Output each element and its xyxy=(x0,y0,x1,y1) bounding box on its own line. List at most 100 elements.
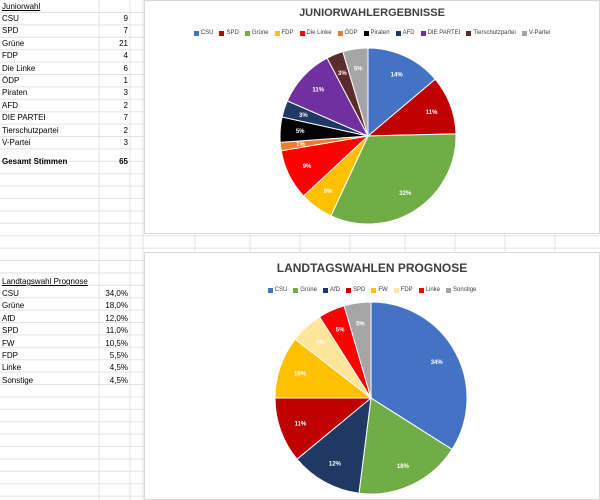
legend-swatch xyxy=(393,287,399,293)
chart2-title: LANDTAGSWAHLEN PROGNOSE xyxy=(276,261,468,275)
table-row-value[interactable]: 4,5% xyxy=(109,375,128,385)
legend-label: Tierschutzpartei xyxy=(473,30,516,36)
table-row-value[interactable]: 12,0% xyxy=(105,313,128,323)
total-label[interactable]: Gesamt Stimmen xyxy=(2,157,68,166)
pie-data-label: 5% xyxy=(356,322,365,328)
pie-data-label: 32% xyxy=(399,191,412,197)
pie-slice[interactable] xyxy=(358,397,453,495)
legend-swatch xyxy=(274,30,280,36)
table-row-value[interactable]: 5,5% xyxy=(109,351,128,360)
table-row-value[interactable]: 21 xyxy=(119,38,128,48)
legend-swatch xyxy=(363,30,369,36)
table-row-label[interactable]: Die Linke xyxy=(2,63,36,73)
table-row-value[interactable]: 2 xyxy=(123,125,128,135)
table-row-label[interactable]: AfD xyxy=(2,313,16,323)
chart1-pie: 14% 11% 32% 6% 9% 1% 5% 3% 11% 3% 5% xyxy=(279,47,457,225)
legend-label: Sonstige xyxy=(453,287,477,293)
legend-item: Linke xyxy=(418,287,440,293)
prognose-title[interactable]: Landtagswahl Prognose xyxy=(2,277,88,286)
table-row-label[interactable]: ÖDP xyxy=(2,76,20,85)
legend-swatch xyxy=(420,30,426,36)
pie-data-label: 5% xyxy=(354,67,363,73)
table-row-value[interactable]: 4 xyxy=(123,51,128,61)
table-row-label[interactable]: CSU xyxy=(2,289,19,298)
legend-swatch xyxy=(466,30,472,36)
table-row-value[interactable]: 3 xyxy=(123,138,128,147)
table-row-label[interactable]: SPD xyxy=(2,326,19,336)
table-row-label[interactable]: DIE PARTEI xyxy=(2,113,46,123)
table-row-value[interactable]: 18,0% xyxy=(105,301,128,311)
legend-label: V-Partei xyxy=(528,30,551,36)
legend-item: Grüne xyxy=(293,287,317,293)
juniorwahl-title[interactable]: Juniorwahl xyxy=(2,2,41,11)
pie-data-label: 12% xyxy=(329,462,342,468)
chart1-legend: CSU SPD Grüne FDP Die Linke ÖDP Piraten AFD DIE … xyxy=(145,30,599,36)
pie-slice[interactable] xyxy=(370,301,468,451)
table-row-label[interactable]: Linke xyxy=(2,363,22,373)
pie-data-label: 3% xyxy=(299,113,308,119)
pie-data-label: 10% xyxy=(294,372,307,378)
legend-swatch xyxy=(446,287,452,293)
table-row-label[interactable]: AFD xyxy=(2,100,18,110)
table-row-label[interactable]: V-Partei xyxy=(2,138,31,147)
table-row-label[interactable]: Grüne xyxy=(2,301,25,311)
pie-slice[interactable] xyxy=(274,397,373,460)
pie-slice[interactable] xyxy=(330,133,457,225)
chart2-pie: 34% 18% 12% 11% 10% 5% 5% 5% xyxy=(274,301,468,495)
table-row-label[interactable]: Piraten xyxy=(2,88,28,98)
pie-slice[interactable] xyxy=(367,47,436,138)
table-row-value[interactable]: 1 xyxy=(123,76,128,85)
pie-slice[interactable] xyxy=(296,396,372,494)
legend-item: CSU xyxy=(267,287,288,293)
table-row-label[interactable]: Sonstige xyxy=(2,375,34,385)
pie-data-label: 11% xyxy=(312,88,324,94)
table-row-value[interactable]: 2 xyxy=(123,100,128,110)
legend-item: AfD xyxy=(322,287,340,293)
legend-swatch xyxy=(267,287,273,293)
table-row-value[interactable]: 7 xyxy=(123,26,128,36)
pie-data-label: 11% xyxy=(295,421,307,427)
table-row-label[interactable]: Tierschutzpartei xyxy=(2,125,59,135)
legend-label: FW xyxy=(378,287,388,293)
legend-swatch xyxy=(521,30,527,36)
legend-label: Piraten xyxy=(370,30,390,36)
landtagswahl-chart[interactable]: LANDTAGSWAHLEN PROGNOSE CSU Grüne AfD SPD FW… xyxy=(144,252,600,500)
legend-swatch xyxy=(293,287,299,293)
table-row-label[interactable]: Grüne xyxy=(2,38,25,48)
legend-item: CSU xyxy=(193,30,213,36)
pie-data-label: 5% xyxy=(316,341,325,347)
legend-label: ÖDP xyxy=(344,30,358,36)
table-row-value[interactable]: 3 xyxy=(123,88,128,98)
table-row-value[interactable]: 9 xyxy=(123,14,128,23)
chart2-legend: CSU Grüne AfD SPD FW FDP Linke Sonstige xyxy=(145,287,599,293)
table-row-label[interactable]: CSU xyxy=(2,14,19,23)
pie-slice[interactable] xyxy=(343,301,372,399)
juniorwahl-chart[interactable]: JUNIORWAHLERGEBNISSE CSU SPD Grüne FDP Die L… xyxy=(144,0,600,234)
table-row-label[interactable]: FDP xyxy=(2,351,18,360)
pie-data-label: 11% xyxy=(426,110,438,116)
table-row-value[interactable]: 7 xyxy=(123,113,128,123)
pie-data-label: 5% xyxy=(296,129,305,135)
legend-item: Die Linke xyxy=(299,30,332,36)
table-row-value[interactable]: 11,0% xyxy=(105,326,128,336)
legend-label: CSU xyxy=(274,287,288,293)
legend-item: Tierschutzpartei xyxy=(466,30,516,36)
legend-item: FDP xyxy=(274,30,294,36)
legend-label: SPD xyxy=(353,287,366,293)
table-row-label[interactable]: FW xyxy=(2,338,15,348)
pie-data-label: 34% xyxy=(431,360,444,366)
table-row-value[interactable]: 6 xyxy=(123,63,128,73)
pie-data-label: 5% xyxy=(336,328,345,334)
legend-item: DIE PARTEI xyxy=(420,30,460,36)
pie-slice[interactable] xyxy=(342,47,369,137)
table-row-label[interactable]: SPD xyxy=(2,26,19,36)
table-row-value[interactable]: 4,5% xyxy=(109,363,128,373)
legend-label: Grüne xyxy=(251,30,269,36)
table-row-value[interactable]: 34,0% xyxy=(105,289,128,298)
legend-swatch xyxy=(395,30,401,36)
legend-label: AfD xyxy=(329,287,340,293)
table-row-value[interactable]: 10,5% xyxy=(105,338,128,348)
legend-item: ÖDP xyxy=(337,30,358,36)
table-row-label[interactable]: FDP xyxy=(2,51,18,61)
total-value[interactable]: 65 xyxy=(119,157,128,166)
